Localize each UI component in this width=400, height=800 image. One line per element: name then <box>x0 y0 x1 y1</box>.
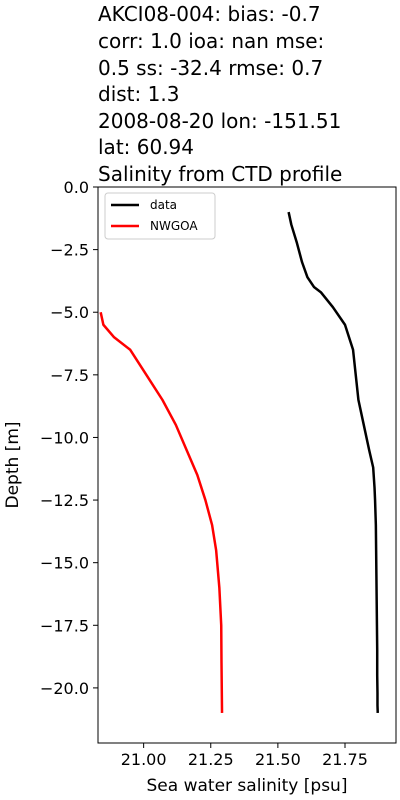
y-tick-label: −17.5 <box>40 616 89 635</box>
title-line-1: AKCI08-004: bias: -0.7 <box>98 2 321 26</box>
legend: data NWGOA <box>104 192 216 240</box>
legend-label-data: data <box>150 198 177 212</box>
title-line-6: lat: 60.94 <box>98 135 195 159</box>
series-line-data <box>287 211 379 713</box>
x-axis-ticks: 21.00 21.25 21.50 21.75 <box>121 743 368 769</box>
x-tick-label: 21.50 <box>255 750 301 769</box>
y-tick-label: −20.0 <box>40 679 89 698</box>
title-line-7: Salinity from CTD profile <box>98 162 343 186</box>
legend-label-nwgoa: NWGOA <box>150 219 198 233</box>
title-line-3: 0.5 ss: -32.4 rmse: 0.7 <box>98 56 324 80</box>
series-layer <box>99 211 379 713</box>
y-tick-label: −12.5 <box>40 491 89 510</box>
plot-area <box>97 186 397 744</box>
y-tick-label: −5.0 <box>50 303 89 322</box>
title-line-2: corr: 1.0 ioa: nan mse: <box>98 29 325 53</box>
y-tick-label: −15.0 <box>40 554 89 573</box>
x-tick-label: 21.00 <box>121 750 167 769</box>
y-axis-ticks: 0.0 −2.5 −5.0 −7.5 −10.0 −12.5 −15.0 −17.5 −20.0 <box>40 178 98 698</box>
y-axis-label: Depth [m] <box>3 421 23 508</box>
title-line-5: 2008-08-20 lon: -151.51 <box>98 109 342 133</box>
y-tick-label: −2.5 <box>50 241 89 260</box>
x-tick-label: 21.75 <box>322 750 368 769</box>
y-tick-label: −7.5 <box>50 366 89 385</box>
y-tick-label: −10.0 <box>40 428 89 447</box>
series-line-nwgoa <box>99 311 224 713</box>
y-tick-label: 0.0 <box>64 178 89 197</box>
title-line-4: dist: 1.3 <box>98 82 180 106</box>
x-tick-label: 21.25 <box>188 750 234 769</box>
x-axis-label: Sea water salinity [psu] <box>147 776 348 796</box>
